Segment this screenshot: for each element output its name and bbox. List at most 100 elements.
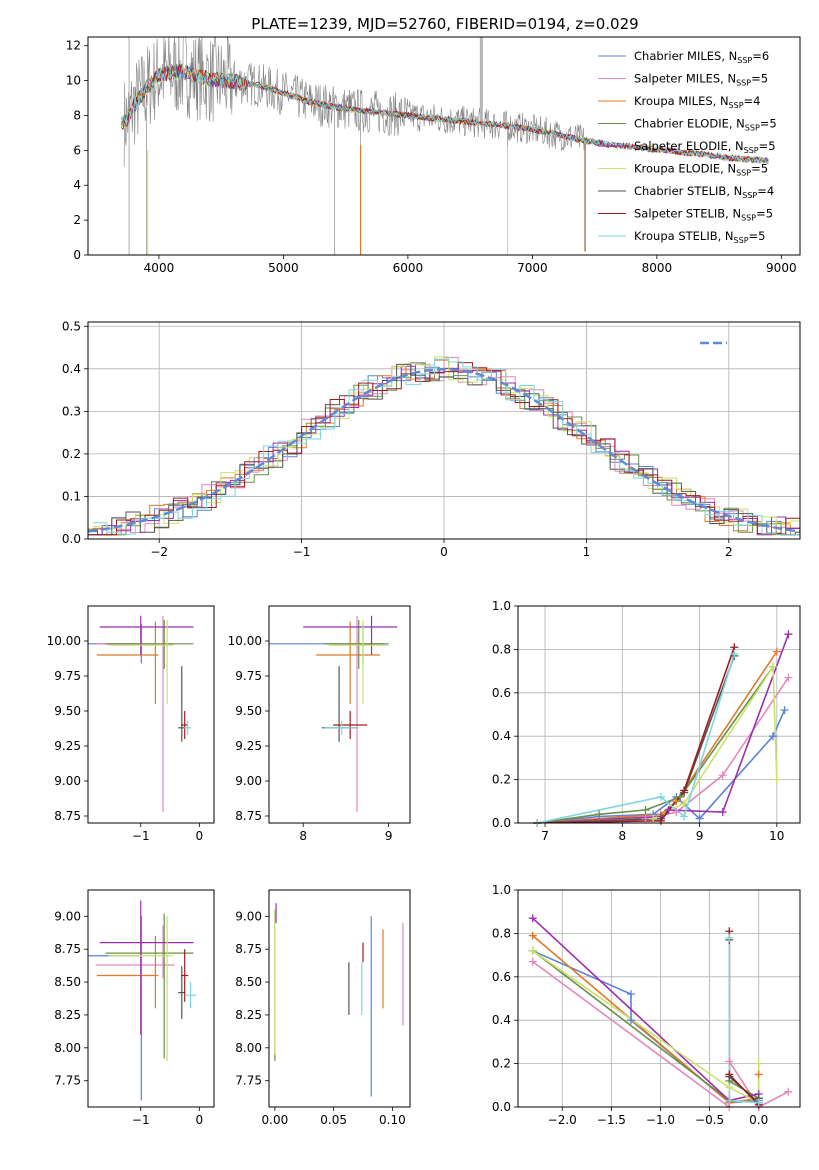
legend-label-value: =5 [749,229,766,243]
legend-label-text: Salpeter MILES, N [634,72,736,86]
axes-frame [268,605,411,824]
legend-label-sub: SSP [744,146,759,155]
point-marker-kroupa-stelib [656,792,665,801]
age_vs_Z-panel: −1 0 8.75 9.00 9.25 9.50 9.75 10.00 [47,605,215,843]
x-tick-label: 10 [769,829,784,843]
histogram-salpeter-elodie [88,365,800,536]
y-tick-label: 0.2 [62,447,81,461]
point-marker-salpeter-miles [718,771,727,780]
x-tick-label: −1 [293,545,311,559]
y-tick-label: 9.00 [54,774,81,788]
point-marker-kroupa-elodie [772,775,781,784]
legend-label-salpeter-stelib: Salpeter STELIB, NSSP=5 [634,207,773,223]
y-tick-label: 0.8 [492,642,511,656]
legend-label-chabrier-stelib: Chabrier STELIB, NSSP=4 [634,184,774,200]
axes-frame [517,889,801,1108]
point-marker-chabrier-miles [695,814,704,823]
y-tick-label: 8 [73,108,81,122]
y-tick-label: 0.8 [492,926,511,940]
y-tick-label: 9.50 [54,704,81,718]
y-tick-label: 1.0 [492,599,511,613]
x-tick-label: −2.0 [548,1113,577,1127]
y-tick-label: 9.25 [54,739,81,753]
series-line-chabrier-stelib [537,655,736,823]
legend-label-chabrier-elodie: Chabrier ELODIE, NSSP=5 [634,117,777,133]
point-marker-chabrier-miles [768,732,777,741]
legend-label-salpeter-miles: Salpeter MILES, NSSP=5 [634,72,768,88]
point-marker-salpeter-miles [784,1087,793,1096]
y-tick-label: 0.2 [492,1057,511,1071]
figure-title: PLATE=1239, MJD=52760, FIBERID=0194, z=0… [251,15,638,33]
point-marker-kroupa-elodie [754,1059,763,1068]
point-marker-salpeter-miles [672,808,681,817]
x-tick-label: 9000 [766,261,797,275]
legend-label-kroupa-stelib: Kroupa STELIB, NSSP=5 [634,229,765,245]
y-tick-label: 0.6 [492,686,511,700]
y-tick-label: 8.75 [235,809,262,823]
point-marker-chabrier-elodie [595,810,604,819]
point-marker-kroupa-stelib [680,812,689,821]
residuals-plot-area [88,356,800,536]
x-tick-label: 9 [696,829,704,843]
legend-label-text: Salpeter STELIB, N [634,207,741,221]
point-marker-kroupa-stelib [730,649,739,658]
point-marker-kroupa-stelib [725,933,734,942]
x-tick-label: 9 [385,829,393,843]
y-tick-label: 8.50 [54,975,81,989]
y-tick-label: 9.75 [54,669,81,683]
x-tick-label: 0 [196,1113,204,1127]
x-tick-label: 0.00 [262,1113,289,1127]
legend-label-kroupa-miles: Kroupa MILES, NSSP=4 [634,94,760,110]
point-marker-salpeter-miles [528,957,537,966]
point-marker-salpeter-elodie [718,808,727,817]
massweight_vs_age-plot-area [537,633,790,823]
y-tick-label: 8.25 [54,1008,81,1022]
mass_vs_Z-plot-area [88,900,197,1101]
series-line-salpeter-stelib [728,931,760,1106]
legend-label-text: Salpeter ELODIE, N [634,139,744,153]
x-tick-label: 0.05 [320,1113,347,1127]
y-tick-label: 9.00 [54,909,81,923]
spectrum-panel: 4000 5000 6000 7000 8000 9000 0 2 4 6 8 10 12 Chabrie… [66,36,801,275]
model-line-salpeter-stelib [121,64,769,164]
legend-label-sub: SSP [741,214,756,223]
y-tick-label: 8.75 [54,942,81,956]
series-line-salpeter-elodie [537,633,790,823]
histogram-kroupa-stelib [92,358,800,536]
residuals-panel: −2 −1 0 1 2 0.0 0.1 0.2 0.3 0.4 0.5 [62,319,801,559]
y-tick-label: 8.75 [54,809,81,823]
y-tick-label: 0.3 [62,404,81,418]
x-tick-label: 8000 [642,261,673,275]
y-tick-label: 10.00 [228,634,262,648]
legend-label-sub: SSP [734,236,749,245]
x-tick-label: 0.0 [749,1113,768,1127]
legend-label-value: =4 [757,184,774,198]
point-marker-kroupa-elodie [649,814,658,823]
y-tick-label: 8.00 [54,1041,81,1055]
y-tick-label: 10 [66,74,81,88]
x-tick-label: −1 [132,1113,150,1127]
x-tick-label: 5000 [268,261,299,275]
y-tick-label: 0 [73,248,81,262]
series-line-kroupa-elodie [532,950,760,1105]
legend-label-text: Kroupa STELIB, N [634,229,734,243]
point-marker-salpeter-elodie [528,914,537,923]
x-tick-label: 0.10 [379,1113,406,1127]
legend-label-text: Kroupa ELODIE, N [634,162,736,176]
point-marker-salpeter-miles [641,814,650,823]
histogram-chabrier-stelib [88,363,800,536]
y-tick-label: 0.4 [62,362,81,376]
series-line-salpeter-stelib [537,646,736,823]
point-marker-kroupa-miles [672,797,681,806]
legend-label-text: Chabrier STELIB, N [634,184,742,198]
x-tick-label: 7 [541,829,549,843]
spectrum-plot-area [121,37,769,255]
legend-label-sub: SSP [729,101,744,110]
y-tick-label: 7.75 [54,1074,81,1088]
point-marker-chabrier-elodie [641,805,650,814]
series-line-kroupa-miles [532,934,760,1104]
series-line-chabrier-elodie [532,950,760,1103]
observed-spectrum-line [123,37,585,167]
y-tick-label: 4 [73,178,81,192]
